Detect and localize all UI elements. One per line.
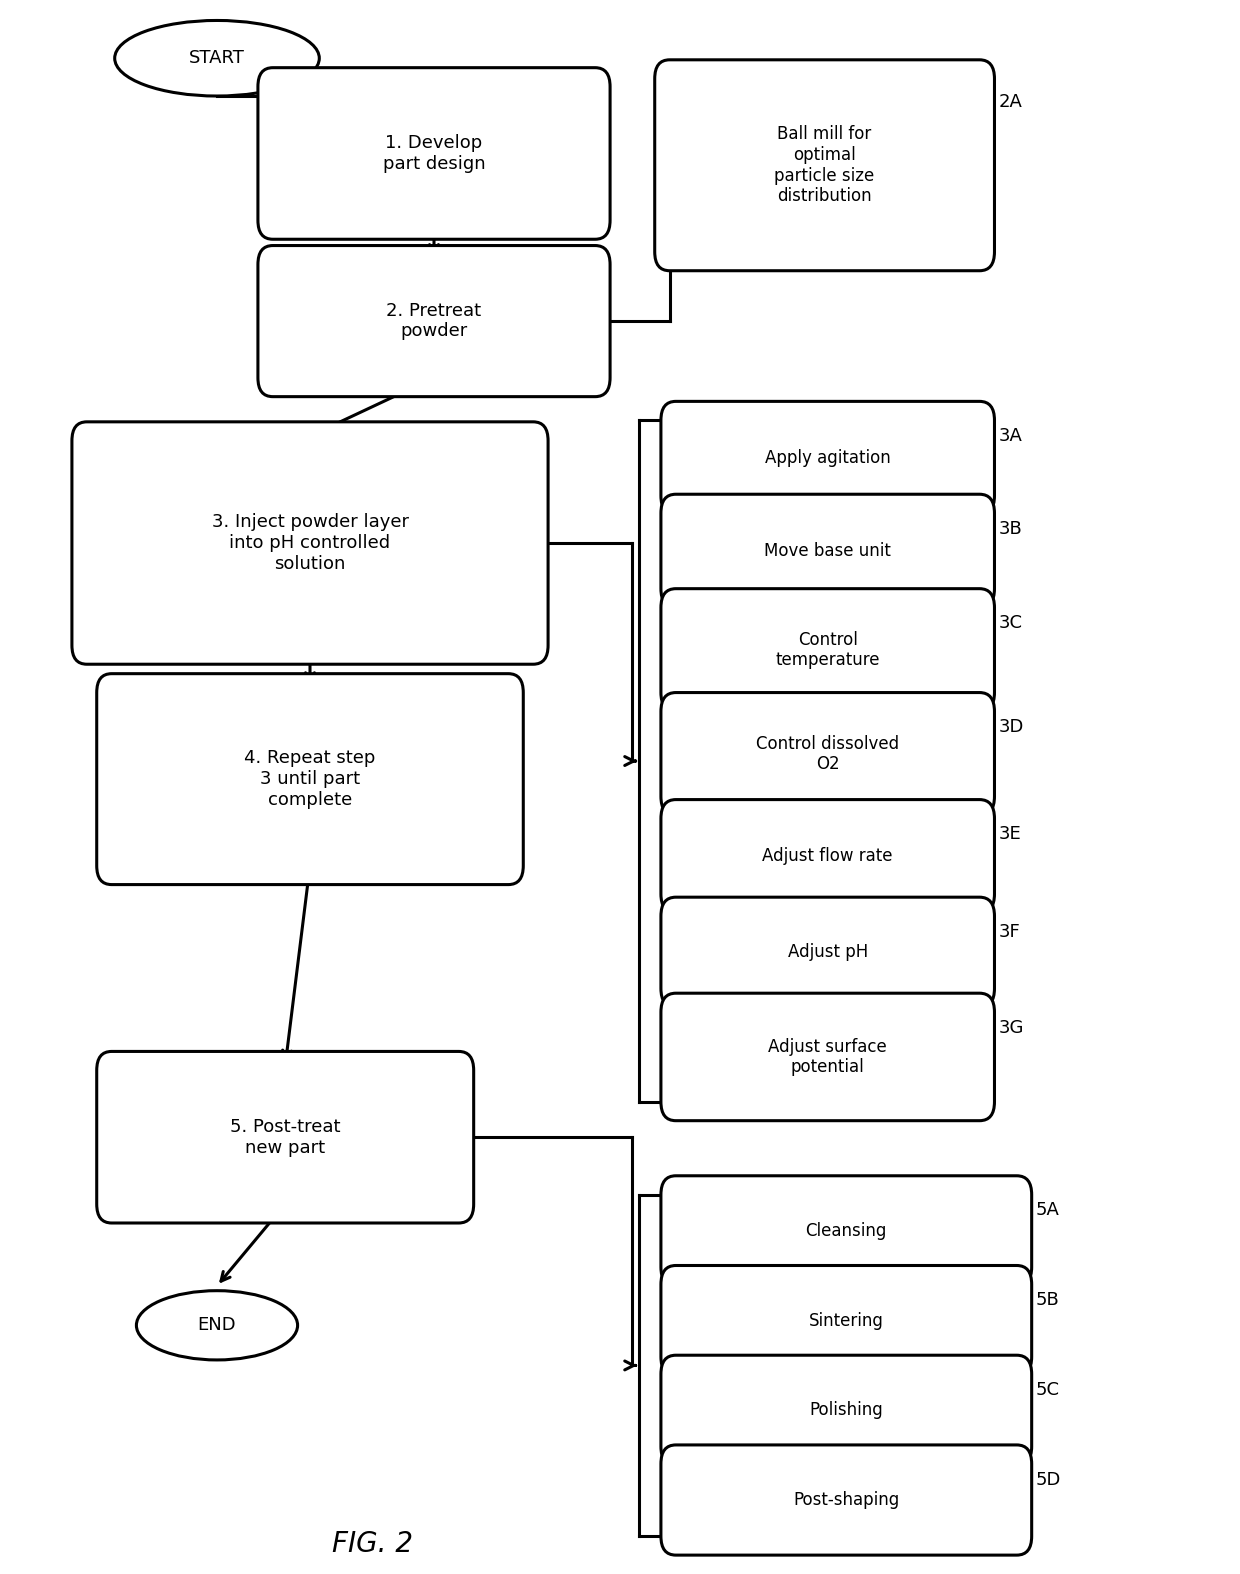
Text: Adjust surface
potential: Adjust surface potential bbox=[769, 1037, 887, 1077]
Text: Apply agitation: Apply agitation bbox=[765, 449, 890, 467]
Text: Polishing: Polishing bbox=[810, 1401, 883, 1420]
FancyBboxPatch shape bbox=[655, 60, 994, 271]
Text: 3. Inject powder layer
into pH controlled
solution: 3. Inject powder layer into pH controlle… bbox=[212, 513, 408, 573]
Text: 3G: 3G bbox=[998, 1018, 1023, 1037]
Text: 3B: 3B bbox=[998, 519, 1022, 538]
Text: Adjust flow rate: Adjust flow rate bbox=[763, 847, 893, 866]
FancyBboxPatch shape bbox=[661, 1355, 1032, 1465]
FancyBboxPatch shape bbox=[258, 246, 610, 397]
Text: Cleansing: Cleansing bbox=[806, 1221, 887, 1240]
Text: 3F: 3F bbox=[998, 922, 1021, 941]
Text: END: END bbox=[197, 1316, 237, 1335]
Ellipse shape bbox=[114, 20, 320, 96]
FancyBboxPatch shape bbox=[72, 422, 548, 664]
FancyBboxPatch shape bbox=[97, 1051, 474, 1223]
FancyBboxPatch shape bbox=[661, 693, 994, 815]
Text: Control
temperature: Control temperature bbox=[775, 631, 880, 669]
Text: Adjust pH: Adjust pH bbox=[787, 943, 868, 962]
FancyBboxPatch shape bbox=[661, 1445, 1032, 1555]
Text: Post-shaping: Post-shaping bbox=[794, 1491, 899, 1509]
FancyBboxPatch shape bbox=[97, 674, 523, 885]
Text: Move base unit: Move base unit bbox=[764, 541, 892, 560]
FancyBboxPatch shape bbox=[661, 589, 994, 711]
Text: Control dissolved
O2: Control dissolved O2 bbox=[756, 735, 899, 773]
Text: Ball mill for
optimal
particle size
distribution: Ball mill for optimal particle size dist… bbox=[775, 124, 874, 206]
FancyBboxPatch shape bbox=[661, 494, 994, 608]
Text: 5. Post-treat
new part: 5. Post-treat new part bbox=[229, 1118, 341, 1157]
Text: 5C: 5C bbox=[1035, 1380, 1059, 1399]
FancyBboxPatch shape bbox=[661, 1265, 1032, 1376]
Text: Sintering: Sintering bbox=[808, 1311, 884, 1330]
FancyBboxPatch shape bbox=[661, 1176, 1032, 1286]
Text: 3D: 3D bbox=[998, 718, 1023, 737]
Text: 5D: 5D bbox=[1035, 1470, 1060, 1489]
FancyBboxPatch shape bbox=[258, 68, 610, 239]
Ellipse shape bbox=[136, 1291, 298, 1360]
Text: 3C: 3C bbox=[998, 614, 1022, 633]
Text: START: START bbox=[188, 49, 246, 68]
FancyBboxPatch shape bbox=[661, 800, 994, 913]
FancyBboxPatch shape bbox=[661, 897, 994, 1007]
Text: FIG. 2: FIG. 2 bbox=[331, 1530, 413, 1558]
Text: 2. Pretreat
powder: 2. Pretreat powder bbox=[387, 302, 481, 340]
Text: 3E: 3E bbox=[998, 825, 1021, 844]
Text: 5B: 5B bbox=[1035, 1291, 1059, 1310]
FancyBboxPatch shape bbox=[661, 993, 994, 1121]
FancyBboxPatch shape bbox=[661, 401, 994, 515]
Text: 3A: 3A bbox=[998, 427, 1022, 445]
Text: 1. Develop
part design: 1. Develop part design bbox=[383, 134, 485, 173]
Text: 2A: 2A bbox=[998, 93, 1022, 112]
Text: 5A: 5A bbox=[1035, 1201, 1059, 1220]
Text: 4. Repeat step
3 until part
complete: 4. Repeat step 3 until part complete bbox=[244, 749, 376, 809]
